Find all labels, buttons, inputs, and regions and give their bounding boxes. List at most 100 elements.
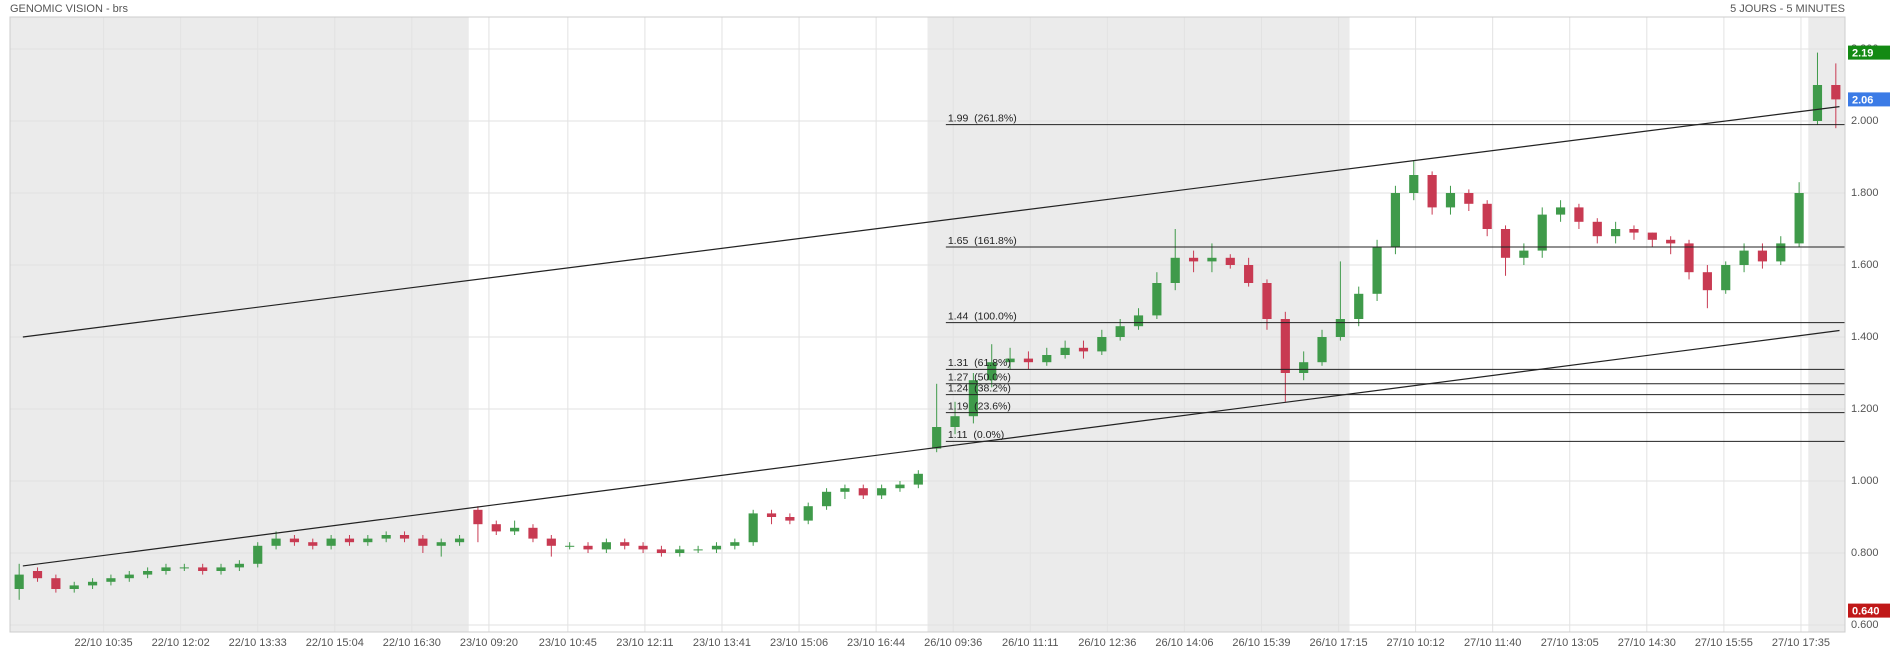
candle-body bbox=[748, 513, 758, 543]
candle-body bbox=[51, 578, 61, 589]
candle-body bbox=[1574, 207, 1584, 222]
candle-body bbox=[161, 567, 171, 571]
candle-body bbox=[766, 513, 777, 517]
candle-body bbox=[528, 527, 538, 539]
candle-body bbox=[1133, 315, 1144, 327]
candle-body bbox=[546, 538, 556, 546]
candle-body bbox=[1115, 326, 1125, 337]
candle-body bbox=[1042, 355, 1052, 363]
x-tick-label: 22/10 10:35 bbox=[75, 637, 133, 649]
price-tag-label: 2.06 bbox=[1852, 94, 1873, 106]
candle-body bbox=[473, 509, 483, 525]
x-tick-label: 26/10 09:36 bbox=[924, 637, 982, 649]
candle-body bbox=[1390, 193, 1401, 247]
candle-body bbox=[950, 416, 960, 427]
candle-body bbox=[601, 542, 611, 550]
candle-body bbox=[436, 542, 446, 546]
candle-body bbox=[1776, 243, 1786, 262]
candle-body bbox=[1354, 293, 1364, 319]
price-tag bbox=[1848, 45, 1890, 60]
candle-body bbox=[1335, 319, 1345, 337]
candle-body bbox=[1372, 247, 1382, 294]
candle-body bbox=[1152, 283, 1162, 316]
price-tag bbox=[1848, 92, 1890, 107]
plot-frame bbox=[9, 16, 1846, 633]
x-tick-label: 22/10 16:30 bbox=[383, 637, 441, 649]
x-tick-label: 22/10 15:04 bbox=[306, 637, 364, 649]
candle-body bbox=[1812, 85, 1823, 121]
price-tag-label: 0.640 bbox=[1852, 606, 1880, 618]
candle-body bbox=[1225, 257, 1235, 265]
candle-body bbox=[1647, 232, 1657, 240]
candle-body bbox=[1702, 272, 1712, 291]
fib-label: 1.27 (50.0%) bbox=[948, 372, 1011, 384]
session-shade bbox=[10, 17, 469, 632]
candle-body bbox=[711, 545, 722, 550]
fib-label: 1.24 (38.2%) bbox=[948, 382, 1011, 394]
candle-body bbox=[1409, 175, 1419, 193]
y-tick-label: 0.800 bbox=[1851, 547, 1879, 559]
candle-body bbox=[1445, 193, 1456, 208]
candle-body bbox=[1739, 250, 1749, 265]
fib-label: 1.19 (23.6%) bbox=[948, 400, 1011, 412]
candle-body bbox=[987, 362, 997, 381]
price-tag-label: 2.19 bbox=[1852, 48, 1873, 60]
fib-label: 1.11 (0.0%) bbox=[948, 429, 1004, 441]
candle-body bbox=[1097, 337, 1107, 352]
candle-body bbox=[840, 488, 850, 492]
candle-body bbox=[363, 538, 373, 543]
candle-body bbox=[418, 538, 428, 546]
candle-body bbox=[1464, 193, 1474, 204]
x-tick-label: 27/10 10:12 bbox=[1387, 637, 1445, 649]
candle-body bbox=[1831, 85, 1841, 100]
candle-body bbox=[1611, 229, 1621, 237]
candle-body bbox=[730, 542, 740, 546]
x-tick-label: 27/10 17:35 bbox=[1772, 637, 1830, 649]
candle-body bbox=[1684, 243, 1694, 273]
candle-body bbox=[1666, 239, 1676, 244]
candle-body bbox=[1794, 193, 1804, 244]
price-tag bbox=[1848, 603, 1890, 618]
candle-body bbox=[785, 517, 795, 521]
fib-label: 1.99 (261.8%) bbox=[948, 112, 1017, 124]
candle-body bbox=[1023, 358, 1034, 363]
x-tick-label: 27/10 15:55 bbox=[1695, 637, 1753, 649]
x-tick-label: 23/10 10:45 bbox=[539, 637, 597, 649]
candle-body bbox=[510, 527, 520, 532]
candle-body bbox=[675, 549, 685, 553]
overlay-layer: 1.99 (261.8%) 1.65 (161.8%) 1.44 (100.0%) 1… bbox=[22, 45, 1890, 618]
trend-line bbox=[22, 106, 1840, 338]
y-tick-label: 1.400 bbox=[1851, 331, 1879, 343]
candle-body bbox=[253, 545, 263, 564]
x-tick-label: 27/10 14:30 bbox=[1618, 637, 1676, 649]
candle-body bbox=[1427, 175, 1437, 208]
candle-body bbox=[565, 545, 575, 547]
candle-body bbox=[1262, 283, 1272, 319]
candle-body bbox=[895, 484, 905, 489]
candle-body bbox=[234, 563, 244, 568]
candle-body bbox=[1244, 265, 1254, 283]
y-tick-label: 1.600 bbox=[1851, 259, 1879, 271]
candle-body bbox=[638, 545, 648, 550]
candle-body bbox=[1537, 214, 1547, 251]
x-tick-label: 26/10 17:15 bbox=[1309, 637, 1367, 649]
candle-body bbox=[932, 427, 942, 449]
x-tick-label: 26/10 14:06 bbox=[1155, 637, 1213, 649]
candle-body bbox=[491, 524, 501, 532]
fib-label: 1.44 (100.0%) bbox=[948, 310, 1017, 322]
candle-body bbox=[87, 581, 98, 586]
candle-body bbox=[14, 574, 24, 589]
candle-body bbox=[913, 473, 923, 485]
candle-body bbox=[32, 571, 43, 579]
candle-body bbox=[326, 538, 336, 546]
candle-body bbox=[1721, 265, 1731, 291]
candle-body bbox=[381, 535, 391, 539]
candle-body bbox=[1005, 358, 1015, 363]
candle-body bbox=[1078, 347, 1089, 352]
candle-body bbox=[1757, 250, 1768, 262]
candle-body bbox=[69, 585, 79, 589]
candle-body bbox=[1500, 229, 1511, 258]
x-tick-label: 23/10 13:41 bbox=[693, 637, 751, 649]
y-tick-label: 0.600 bbox=[1851, 619, 1879, 631]
